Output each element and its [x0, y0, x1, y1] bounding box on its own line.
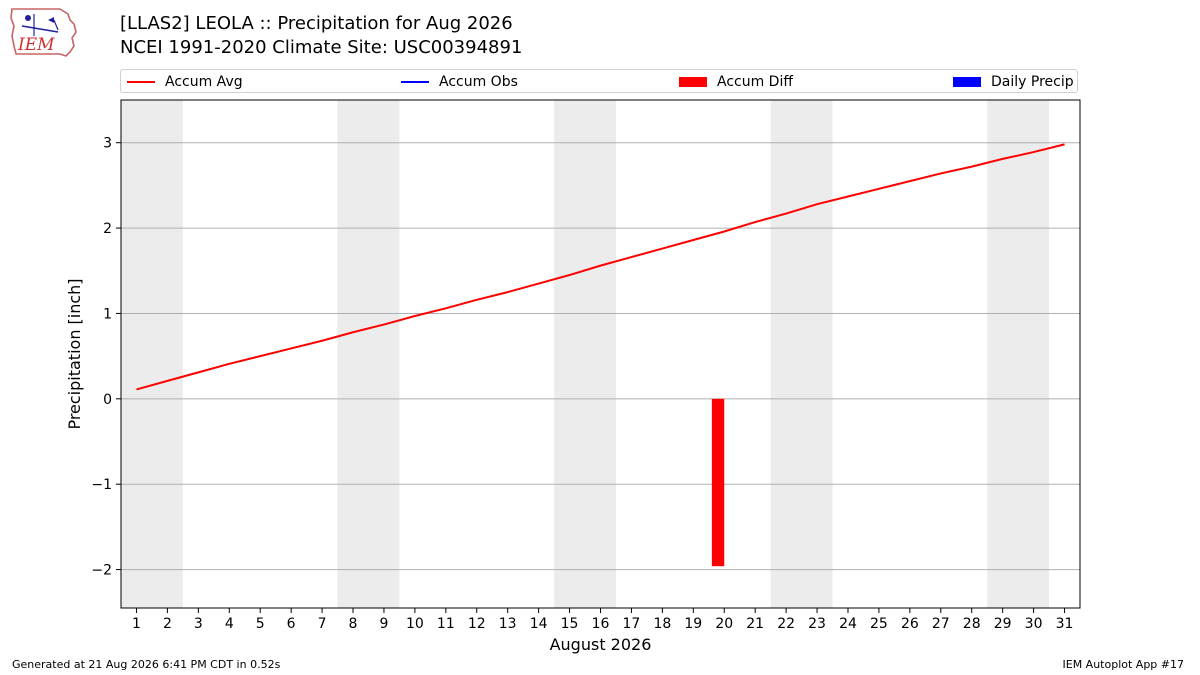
x-tick-label: 2: [163, 616, 172, 632]
footer-generated: Generated at 21 Aug 2026 6:41 PM CDT in …: [12, 658, 281, 671]
y-tick-label: 0: [103, 392, 112, 408]
weekend-band: [554, 100, 616, 608]
x-tick-label: 1: [132, 616, 141, 632]
chart-legend: Accum Avg Accum Obs Accum Diff Daily Pre…: [120, 69, 1078, 93]
legend-swatch-accum-obs: [401, 81, 429, 83]
x-tick-label: 4: [225, 616, 234, 632]
legend-item-accum-obs: Accum Obs: [401, 72, 518, 92]
x-tick-label: 11: [437, 616, 455, 632]
x-tick-label: 24: [839, 616, 857, 632]
x-tick-label: 16: [592, 616, 610, 632]
legend-swatch-accum-avg: [127, 81, 155, 83]
x-tick-label: 27: [932, 616, 950, 632]
iem-logo: IEM: [10, 8, 77, 57]
chart-title: [LLAS2] LEOLA :: Precipitation for Aug 2…: [120, 12, 522, 60]
x-tick-label: 9: [379, 616, 388, 632]
x-tick-label: 28: [963, 616, 981, 632]
weekend-band: [987, 100, 1050, 608]
weekend-band: [121, 100, 183, 608]
x-tick-label: 12: [468, 616, 486, 632]
y-tick-label: 3: [103, 136, 112, 152]
title-line-2: NCEI 1991-2020 Climate Site: USC00394891: [120, 37, 523, 58]
x-tick-label: 26: [901, 616, 919, 632]
legend-label-daily-precip: Daily Precip: [991, 74, 1074, 90]
y-tick-label: 2: [103, 221, 112, 237]
x-tick-label: 22: [777, 616, 795, 632]
footer-app: IEM Autoplot App #17: [1062, 658, 1185, 671]
x-tick-label: 21: [746, 616, 764, 632]
x-tick-label: 29: [994, 616, 1012, 632]
legend-label-accum-obs: Accum Obs: [439, 74, 518, 90]
weekend-band: [337, 100, 400, 608]
legend-swatch-daily-precip: [953, 77, 981, 87]
x-tick-label: 23: [808, 616, 826, 632]
x-tick-label: 30: [1025, 616, 1043, 632]
x-tick-label: 25: [870, 616, 888, 632]
y-tick-label: −1: [91, 477, 112, 493]
y-tick-label: −2: [91, 563, 112, 579]
title-line-1: [LLAS2] LEOLA :: Precipitation for Aug 2…: [120, 13, 513, 34]
x-tick-label: 10: [406, 616, 424, 632]
x-tick-label: 8: [349, 616, 358, 632]
x-tick-label: 18: [653, 616, 671, 632]
x-tick-label: 5: [256, 616, 265, 632]
legend-label-accum-diff: Accum Diff: [717, 74, 794, 90]
logo-text: IEM: [17, 35, 55, 55]
x-tick-label: 20: [715, 616, 733, 632]
legend-item-accum-diff: Accum Diff: [679, 72, 793, 92]
x-tick-label: 17: [623, 616, 641, 632]
x-tick-label: 13: [499, 616, 517, 632]
legend-item-accum-avg: Accum Avg: [127, 72, 243, 92]
x-tick-label: 14: [530, 616, 548, 632]
x-tick-label: 19: [684, 616, 702, 632]
x-tick-label: 6: [287, 616, 296, 632]
x-tick-label: 31: [1056, 616, 1074, 632]
y-axis-label: Precipitation [inch]: [65, 278, 84, 429]
legend-swatch-accum-diff: [679, 77, 707, 87]
x-tick-label: 15: [561, 616, 579, 632]
accum-diff-bar: [711, 398, 725, 567]
legend-item-daily-precip: Daily Precip: [953, 72, 1074, 92]
legend-label-accum-avg: Accum Avg: [165, 74, 243, 90]
x-tick-label: 7: [318, 616, 327, 632]
x-tick-label: 3: [194, 616, 203, 632]
y-tick-label: 1: [103, 306, 112, 322]
weekend-band: [770, 100, 833, 608]
x-axis-label: August 2026: [550, 635, 652, 654]
